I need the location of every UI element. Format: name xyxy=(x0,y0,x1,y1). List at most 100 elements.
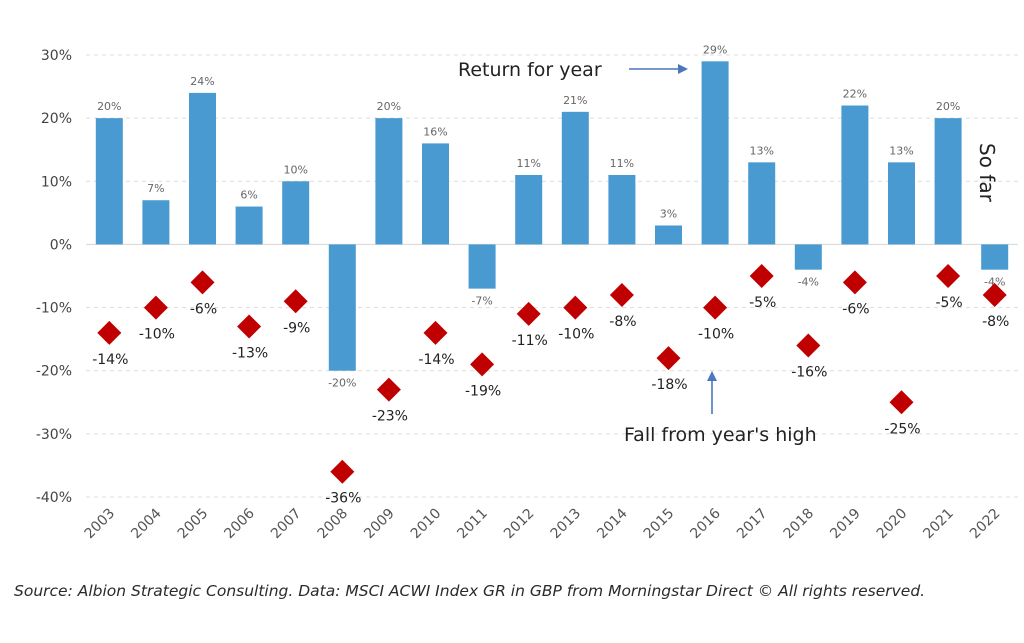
fall-diamond xyxy=(609,282,634,307)
fall-diamond xyxy=(563,295,588,320)
fall-diamond xyxy=(470,352,495,377)
return-bar xyxy=(608,174,636,245)
x-tick-label: 2022 xyxy=(967,506,1004,543)
fall-data-label: -23% xyxy=(372,409,408,425)
return-data-label: 11% xyxy=(610,157,634,170)
return-bar xyxy=(468,244,496,289)
fall-diamond xyxy=(796,333,821,358)
x-tick-label: 2010 xyxy=(408,506,445,543)
x-tick-label: 2012 xyxy=(501,506,538,543)
y-tick-label: 10% xyxy=(41,174,72,190)
fall-data-label: -19% xyxy=(465,383,501,399)
fall-data-label: -13% xyxy=(232,346,268,362)
return-data-label: 13% xyxy=(889,144,913,157)
x-tick-label: 2015 xyxy=(641,506,678,543)
return-data-label: 29% xyxy=(703,43,727,56)
return-bar xyxy=(235,206,263,245)
fall-data-label: -6% xyxy=(842,301,869,317)
y-tick-label: 0% xyxy=(50,237,72,253)
fall-diamond xyxy=(423,320,448,345)
y-axis-tick-labels: -40% -30% -20% -10% 0% 10% 20% 30% xyxy=(36,48,72,506)
fall-from-high-label: Fall from year's high xyxy=(624,424,817,446)
fall-arrow-head xyxy=(707,371,717,381)
source-note: Source: Albion Strategic Consulting. Dat… xyxy=(14,582,926,600)
fall-data-label: -5% xyxy=(749,295,776,311)
return-bar xyxy=(748,162,776,245)
return-data-label: 16% xyxy=(423,125,447,138)
return-bar xyxy=(515,174,543,245)
fall-diamond xyxy=(97,320,122,345)
fall-diamond xyxy=(889,390,914,415)
return-bar xyxy=(142,200,170,245)
return-bar xyxy=(841,105,869,245)
x-tick-label: 2006 xyxy=(221,505,258,542)
return-bar xyxy=(189,92,216,245)
return-data-label: 22% xyxy=(843,88,867,101)
return-data-label: 20% xyxy=(97,100,121,113)
fall-diamond xyxy=(749,264,774,288)
x-tick-label: 2014 xyxy=(594,505,631,542)
x-tick-label: 2013 xyxy=(548,506,585,543)
x-tick-label: 2021 xyxy=(920,506,957,543)
return-data-label: -4% xyxy=(798,276,819,289)
return-data-label: 20% xyxy=(377,100,401,113)
return-data-label: -4% xyxy=(984,276,1005,289)
fall-data-label: -10% xyxy=(698,327,734,343)
return-bar xyxy=(794,244,822,270)
fall-diamond xyxy=(516,301,541,326)
return-data-label: 3% xyxy=(660,207,677,220)
return-bar xyxy=(328,244,356,371)
gridlines xyxy=(86,54,1018,498)
return-bar xyxy=(561,111,589,245)
fall-data-label: -14% xyxy=(92,352,128,368)
y-tick-label: 30% xyxy=(41,48,72,64)
x-tick-label: 2008 xyxy=(315,506,352,543)
fall-diamond xyxy=(656,346,681,371)
x-tick-label: 2020 xyxy=(874,506,911,543)
x-tick-label: 2018 xyxy=(781,506,818,543)
return-bar xyxy=(422,143,449,245)
return-bar xyxy=(375,118,403,245)
fall-data-label: -6% xyxy=(190,301,217,317)
x-tick-label: 2016 xyxy=(687,505,724,542)
return-data-label: 11% xyxy=(516,157,540,170)
return-data-label: -20% xyxy=(328,377,356,390)
fall-data-label: -11% xyxy=(512,333,548,349)
fall-data-label: -25% xyxy=(884,421,920,437)
return-bar xyxy=(934,118,962,245)
return-data-label: 10% xyxy=(283,163,307,176)
fall-diamond xyxy=(283,289,308,314)
return-bar xyxy=(701,61,729,245)
fall-data-label: -14% xyxy=(418,352,454,368)
fall-diamond xyxy=(330,459,355,484)
fall-diamond xyxy=(190,270,215,295)
annotation-fall: Fall from year's high xyxy=(624,371,817,446)
y-tick-label: -40% xyxy=(36,490,72,506)
fall-diamond xyxy=(237,314,262,339)
x-tick-label: 2019 xyxy=(827,506,864,543)
return-bar-labels: 20% 7% 24% 6% 10% -20% 20% 16% -7% 11% 21% 11% 3% 29%… xyxy=(97,43,1005,389)
return-bar xyxy=(655,225,682,245)
y-tick-label: 20% xyxy=(41,111,72,127)
return-bars xyxy=(95,61,1009,371)
return-for-year-label: Return for year xyxy=(458,59,602,81)
fall-diamond xyxy=(376,377,401,402)
fall-labels: -14% -10% -6% -13% -9% -36% -23% -14% -19% -11% -1… xyxy=(92,295,1009,507)
return-data-label: 7% xyxy=(147,182,164,195)
fall-data-label: -36% xyxy=(325,491,361,507)
fall-data-label: -10% xyxy=(139,327,175,343)
so-far-label: So far xyxy=(975,143,999,203)
y-tick-label: -30% xyxy=(36,427,72,443)
fall-data-label: -16% xyxy=(791,364,827,380)
fall-data-label: -8% xyxy=(982,314,1009,330)
fall-diamond xyxy=(936,264,961,288)
x-tick-label: 2003 xyxy=(82,506,119,543)
x-tick-label: 2017 xyxy=(734,506,771,543)
fall-diamond xyxy=(982,282,1007,307)
return-data-label: -7% xyxy=(471,295,492,308)
x-tick-label: 2004 xyxy=(128,505,165,542)
annotation-return: Return for year xyxy=(458,59,688,81)
fall-data-label: -18% xyxy=(651,377,687,393)
fall-diamond xyxy=(842,270,867,295)
return-bar xyxy=(981,244,1009,270)
